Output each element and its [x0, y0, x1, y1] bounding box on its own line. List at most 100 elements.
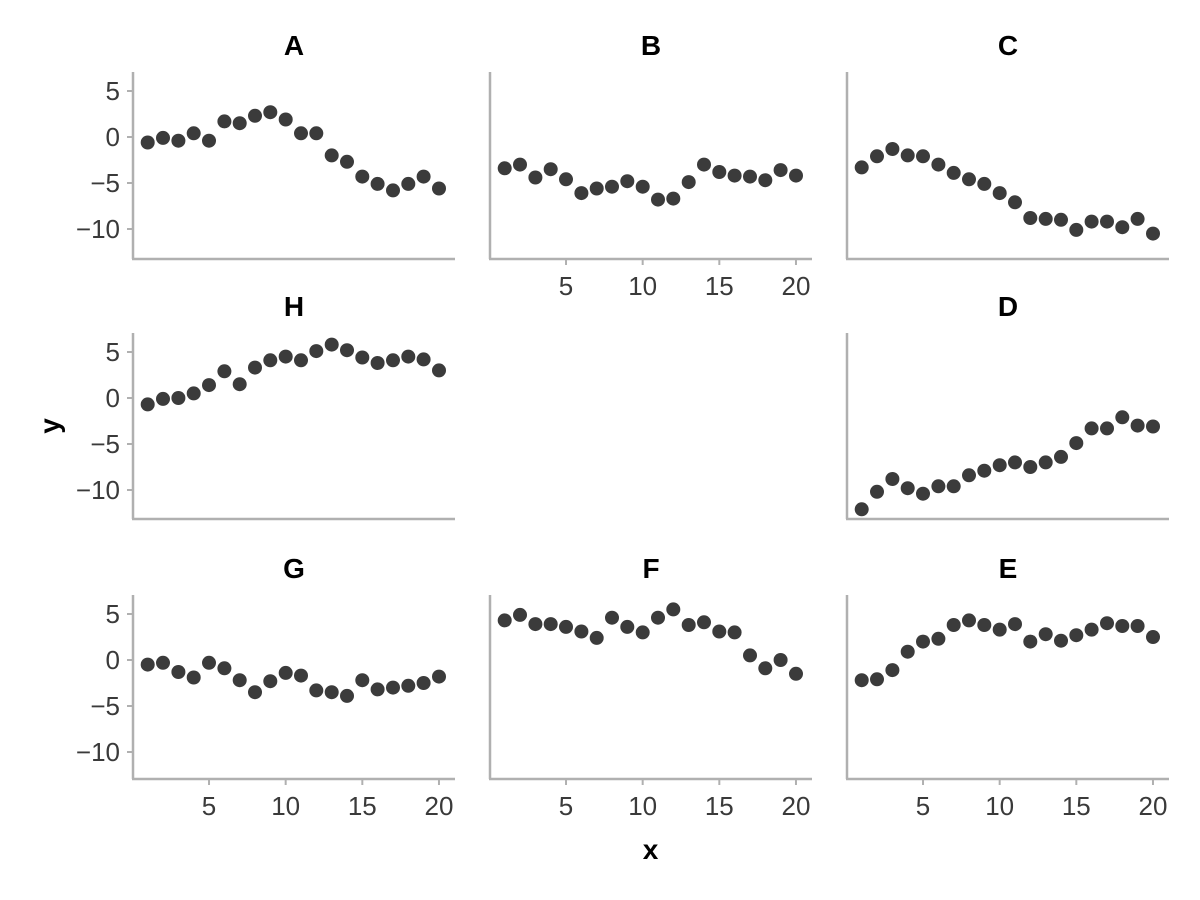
data-point	[1023, 211, 1038, 225]
data-point	[1100, 421, 1114, 436]
data-point	[870, 672, 884, 687]
panel-title: B	[641, 30, 661, 61]
data-point	[309, 344, 324, 359]
data-point	[171, 133, 186, 148]
data-point	[789, 666, 803, 681]
data-point	[513, 607, 527, 622]
panel-title: H	[284, 291, 304, 322]
panel-C: C	[845, 30, 1169, 261]
data-point	[651, 192, 665, 207]
data-point	[854, 502, 869, 517]
panel-F: F 5 10 15 20	[488, 553, 812, 821]
data-point	[156, 391, 170, 406]
data-point	[916, 486, 930, 501]
data-point	[931, 157, 946, 172]
data-point	[885, 663, 900, 678]
data-point	[324, 337, 339, 352]
data-point	[370, 176, 385, 191]
data-point	[651, 610, 665, 625]
x-tick-label: 15	[705, 791, 734, 821]
data-point	[870, 149, 884, 164]
x-tick-label: 15	[1062, 791, 1091, 821]
data-point	[605, 179, 619, 194]
data-point	[1115, 619, 1130, 633]
data-point	[156, 655, 170, 670]
x-tick-label: 20	[782, 791, 811, 821]
data-point	[294, 353, 308, 368]
data-point	[416, 169, 431, 184]
data-point	[1038, 211, 1053, 226]
data-point	[916, 149, 930, 164]
data-point	[432, 363, 446, 378]
data-point	[248, 360, 262, 375]
data-point	[263, 105, 278, 120]
x-tick-label: 20	[425, 791, 454, 821]
data-point	[620, 619, 635, 634]
panel-title: E	[999, 553, 1018, 584]
data-point	[870, 484, 884, 499]
data-point	[248, 685, 262, 700]
data-point	[962, 468, 976, 483]
data-point	[140, 397, 155, 412]
data-point	[355, 673, 370, 688]
data-point	[432, 181, 446, 196]
data-point	[773, 163, 788, 178]
data-point	[1146, 226, 1160, 241]
data-point	[574, 624, 589, 639]
data-point	[854, 160, 869, 175]
data-point	[559, 619, 573, 634]
data-point	[171, 391, 186, 405]
data-point	[1130, 619, 1145, 633]
panel-title: A	[284, 30, 304, 61]
data-point	[743, 648, 757, 663]
data-point	[1100, 616, 1114, 631]
data-point	[497, 161, 512, 176]
data-point	[278, 349, 293, 364]
x-tick-label: 15	[348, 791, 377, 821]
data-point	[931, 479, 946, 494]
y-tick-label: 5	[106, 337, 120, 367]
x-tick-label: 5	[559, 791, 573, 821]
data-point	[386, 680, 400, 695]
data-point	[1008, 617, 1022, 632]
x-axis-title: x	[642, 834, 659, 865]
data-point	[528, 170, 543, 185]
x-tick-label: 10	[271, 791, 300, 821]
data-point	[1038, 455, 1053, 470]
panel-B: B 5 10 15 20	[488, 30, 812, 301]
data-point	[340, 154, 354, 169]
panel-H: H 5 0 −5 −10	[76, 291, 455, 521]
data-point	[1115, 220, 1130, 235]
data-point	[386, 183, 400, 198]
data-point	[681, 618, 696, 632]
data-point	[789, 168, 803, 183]
data-point	[977, 176, 992, 191]
data-point	[900, 148, 915, 163]
panel-title: G	[283, 553, 305, 584]
panel-G: G 5 0 −5 −10 5 10 15 20	[76, 553, 455, 821]
data-point	[992, 458, 1007, 473]
data-point	[773, 653, 788, 667]
data-point	[543, 162, 558, 177]
data-point	[962, 172, 976, 187]
data-point	[324, 685, 339, 700]
x-tick-label: 5	[916, 791, 930, 821]
data-point	[1008, 455, 1022, 470]
data-point	[992, 186, 1007, 201]
y-tick-label: −10	[76, 475, 120, 505]
data-point	[263, 353, 278, 368]
y-tick-label: −5	[90, 429, 120, 459]
data-point	[885, 142, 900, 156]
data-point	[1054, 212, 1068, 227]
panel-title: C	[998, 30, 1018, 61]
data-point	[1069, 628, 1084, 643]
data-point	[171, 665, 186, 679]
data-point	[309, 126, 324, 141]
data-point	[140, 135, 155, 150]
x-tick-label: 5	[559, 271, 573, 301]
data-point	[232, 116, 247, 131]
data-point	[186, 126, 201, 141]
data-point	[712, 165, 727, 179]
